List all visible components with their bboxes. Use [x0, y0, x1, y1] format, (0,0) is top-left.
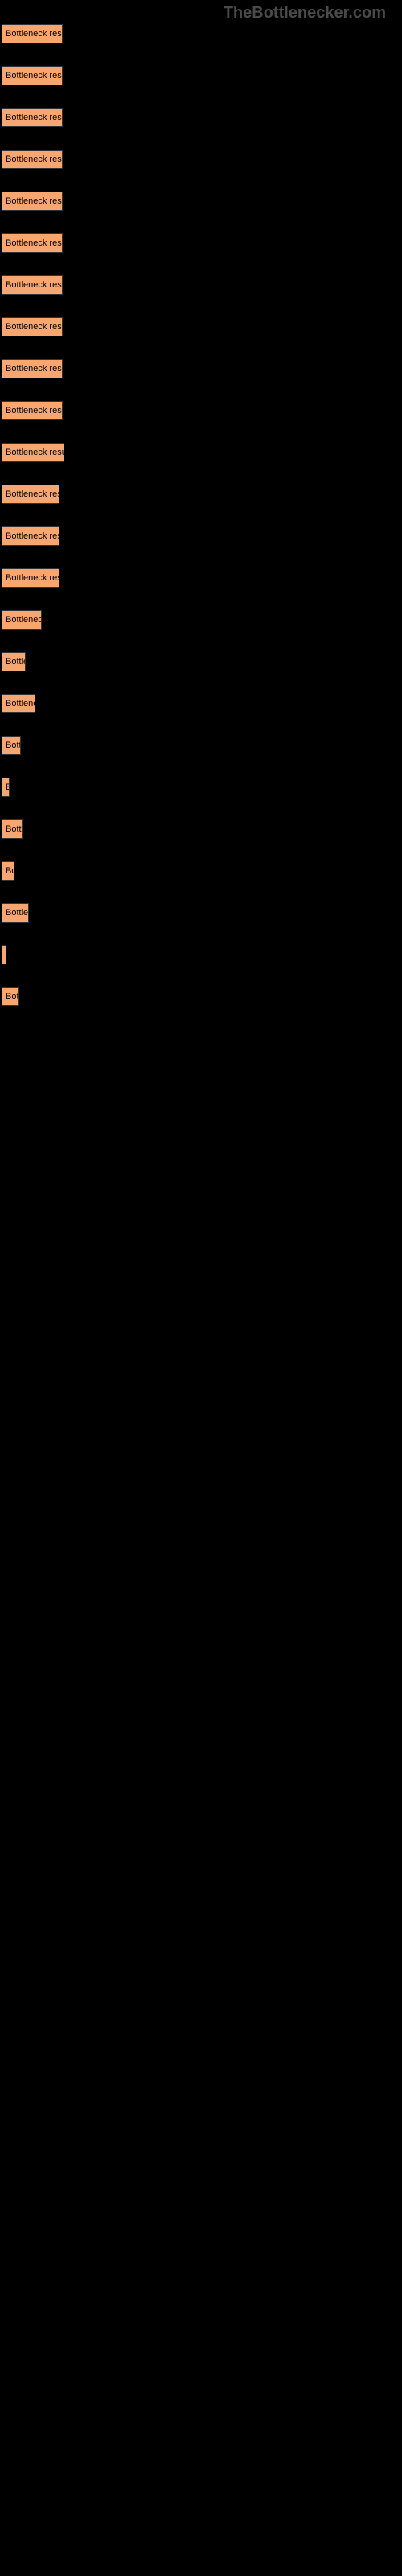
chart-bar: Bottleneck resu [2, 485, 59, 504]
bar-row: Bottleneck result [2, 443, 402, 462]
chart-bar: Bottlen [2, 903, 29, 923]
chart-bar: Bottleneck result [2, 233, 63, 253]
chart-bar: Bottleneck result [2, 66, 63, 85]
chart-bar: B [2, 778, 10, 797]
chart-bar: Bottleneck [2, 694, 35, 713]
bar-row: Bottleneck result [2, 401, 402, 420]
bar-row: Bottleneck result [2, 192, 402, 211]
chart-bar: Bottler [2, 652, 26, 671]
chart-bar: Bottleneck result [2, 443, 64, 462]
chart-bar: Bottleneck result [2, 192, 63, 211]
bar-row: Bottleneck resu [2, 485, 402, 504]
bar-row: Bottl [2, 819, 402, 839]
bar-row: Bottleneck result [2, 275, 402, 295]
bar-row: Bottl [2, 736, 402, 755]
chart-bar: Bottleneck result [2, 317, 63, 336]
bar-row: Bottleneck result [2, 66, 402, 85]
bar-row: Bottleneck [2, 694, 402, 713]
watermark-text: TheBottlenecker.com [224, 4, 386, 23]
chart-bar [2, 945, 6, 964]
chart-bar: Bottleneck resu [2, 526, 59, 546]
chart-bar: Bottleneck result [2, 108, 63, 127]
chart-bar: Bottl [2, 736, 21, 755]
bar-row: B [2, 778, 402, 797]
chart-bar: Bottl [2, 819, 23, 839]
bar-chart: Bottleneck result Bottleneck result Bottle… [0, 0, 402, 1006]
chart-bar: Bottleneck resu [2, 568, 59, 588]
chart-bar: Bottleneck result [2, 150, 63, 169]
bar-row: Bottleneck result [2, 233, 402, 253]
bar-row: Bottleneck result [2, 108, 402, 127]
bar-row: Bottleneck resu [2, 568, 402, 588]
chart-bar: Bottleneck result [2, 359, 63, 378]
bar-row: Bottleneck [2, 610, 402, 630]
chart-bar: Bott [2, 987, 19, 1006]
chart-bar: Bottleneck [2, 610, 42, 630]
bar-row [2, 945, 402, 964]
bar-row: Bottleneck result [2, 150, 402, 169]
bar-row: Bo [2, 861, 402, 881]
bar-row: Bottlen [2, 903, 402, 923]
bar-row: Bottleneck result [2, 317, 402, 336]
bar-row: Bottleneck resu [2, 526, 402, 546]
bar-row: Bottleneck result [2, 24, 402, 43]
chart-bar: Bo [2, 861, 14, 881]
bar-row: Bottler [2, 652, 402, 671]
chart-bar: Bottleneck result [2, 24, 63, 43]
bar-row: Bottleneck result [2, 359, 402, 378]
chart-bar: Bottleneck result [2, 275, 63, 295]
chart-bar: Bottleneck result [2, 401, 63, 420]
bar-row: Bott [2, 987, 402, 1006]
